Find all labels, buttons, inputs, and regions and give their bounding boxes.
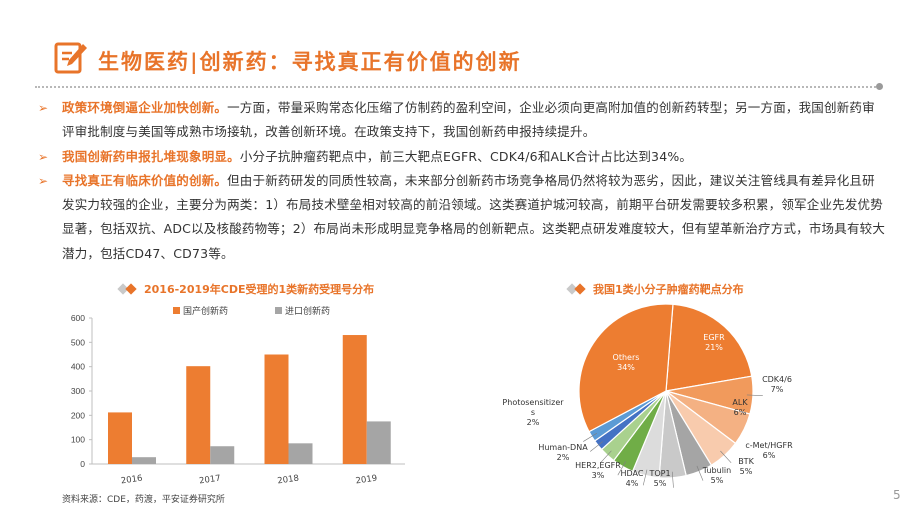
pie-label-name: BTK — [738, 457, 754, 466]
leader-line — [590, 441, 603, 452]
legend-label: 进口创新药 — [285, 305, 330, 317]
bullet-item: ➢ 政策环境倒逼企业加快创新。一方面，带量采购常态化压缩了仿制药的盈利空间，企业必… — [38, 96, 886, 145]
legend-label: 国产创新药 — [183, 305, 228, 317]
bar — [186, 366, 211, 464]
page-number: 5 — [893, 488, 901, 502]
bullet-text: 小分子抗肿瘤药靶点中，前三大靶点EGFR、CDK4/6和ALK合计占比达到34%… — [239, 148, 693, 164]
bullet-arrow-icon: ➢ — [38, 149, 49, 164]
bullet-item: ➢ 寻找真正有临床价值的创新。但由于新药研发的同质性较高，未来部分创新药市场竞争格… — [38, 169, 886, 266]
pie-label-value: 6% — [763, 451, 776, 460]
bar — [264, 354, 289, 464]
leader-line — [671, 471, 674, 488]
pie-label-value: 2% — [527, 418, 540, 427]
pie-label-name: HDAC — [621, 469, 644, 478]
pie-label-value: 2% — [557, 453, 570, 462]
y-tick-label: 0 — [80, 459, 85, 469]
x-tick-label: 2017 — [199, 474, 222, 487]
leader-line — [583, 432, 598, 442]
bullet-lead: 我国创新药申报扎堆现象明显。 — [62, 148, 240, 164]
pie-label-name: c-Met/HGFR — [745, 441, 793, 450]
legend-swatch — [275, 307, 282, 314]
pie-label-name: Tubulin — [702, 466, 731, 475]
diamond-marker-icon — [117, 283, 138, 295]
bar — [288, 443, 313, 464]
y-tick-label: 100 — [71, 435, 85, 445]
y-tick-label: 200 — [71, 410, 85, 420]
source-note: 资料来源：CDE，药渡，平安证券研究所 — [62, 495, 225, 505]
pie-slice — [665, 303, 753, 392]
bar — [366, 421, 391, 464]
pie-label-name: Photosensitizer — [502, 398, 564, 407]
y-tick-label: 400 — [71, 362, 85, 372]
edit-document-logo-icon — [54, 42, 87, 74]
y-tick-label: 500 — [71, 337, 85, 347]
bullet-lead: 寻找真正有临床价值的创新。 — [62, 172, 228, 188]
pie-label-value: 5% — [711, 476, 724, 485]
pie-slice — [578, 303, 674, 433]
pie-label-value: 5% — [740, 467, 753, 476]
leader-line — [617, 461, 627, 476]
bar-chart-title-text: 2016-2019年CDE受理的1类新药受理号分布 — [144, 283, 375, 296]
pie-label-name: CDK4/6 — [762, 375, 792, 384]
pie-label-name: Others — [613, 353, 640, 362]
bullet-text: 但由于新药研发的同质性较高，未来部分创新药市场竞争格局仍然将较为恶劣，因此，建议… — [62, 172, 886, 261]
leader-line — [696, 465, 704, 481]
pie-label-name: ALK — [732, 398, 748, 407]
legend-swatch — [173, 307, 180, 314]
bar — [132, 457, 156, 464]
bar-chart-title: 2016-2019年CDE受理的1类新药受理号分布 — [117, 281, 375, 297]
bullet-text: 一方面，带量采购常态化压缩了仿制药的盈利空间，企业必须向更高附加值的创新药转型；… — [62, 100, 875, 140]
y-tick-label: 600 — [71, 313, 85, 323]
pie-chart: EGFR21%CDK4/67%ALK6%c-Met/HGFR6%BTK5%Tub… — [502, 303, 793, 488]
pie-label-name: s — [531, 408, 535, 417]
pie-chart-title: 我国1类小分子肿瘤药靶点分布 — [566, 281, 744, 297]
leader-line — [720, 450, 732, 464]
pie-chart-title-text: 我国1类小分子肿瘤药靶点分布 — [593, 283, 744, 296]
pie-label-value: 5% — [654, 479, 667, 488]
pie-label-value: 21% — [705, 343, 723, 352]
pie-label-value: 34% — [617, 363, 635, 372]
divider-end-dot — [876, 83, 883, 90]
title-divider — [35, 86, 879, 88]
pie-label-value: 7% — [771, 385, 784, 394]
x-tick-label: 2016 — [120, 474, 143, 487]
pie-label-name: TOP1 — [648, 469, 670, 478]
leader-line — [746, 394, 763, 397]
pie-label-value: 6% — [734, 408, 747, 417]
x-tick-label: 2018 — [277, 474, 300, 487]
bar-chart: 0 100 200 300 400 500 600 国产创新药 进口创新药 2016 2017 201… — [71, 305, 405, 487]
leader-line — [600, 450, 612, 463]
pie-label-value: 3% — [592, 471, 605, 480]
diamond-marker-icon — [566, 283, 587, 295]
bullet-list: ➢ 政策环境倒逼企业加快创新。一方面，带量采购常态化压缩了仿制药的盈利空间，企业必… — [38, 96, 886, 266]
bar — [342, 335, 367, 464]
bullet-arrow-icon: ➢ — [38, 173, 49, 188]
pie-label-name: HER2,EGFR — [575, 461, 621, 470]
pie-label-value: 4% — [626, 479, 639, 488]
leader-line — [642, 469, 648, 486]
page-title: 生物医药|创新药：寻找真正有价值的创新 — [98, 49, 522, 74]
y-tick-label: 300 — [71, 386, 85, 396]
pie-label-name: EGFR — [703, 333, 725, 342]
x-tick-label: 2019 — [355, 474, 378, 487]
bullet-arrow-icon: ➢ — [38, 101, 49, 115]
bullet-lead: 政策环境倒逼企业加快创新。 — [62, 100, 228, 115]
bullet-item: ➢ 我国创新药申报扎堆现象明显。小分子抗肿瘤药靶点中，前三大靶点EGFR、CDK4… — [38, 145, 886, 169]
bar — [210, 446, 235, 464]
pie-label-name: Human-DNA — [538, 443, 588, 452]
bar — [108, 412, 132, 464]
